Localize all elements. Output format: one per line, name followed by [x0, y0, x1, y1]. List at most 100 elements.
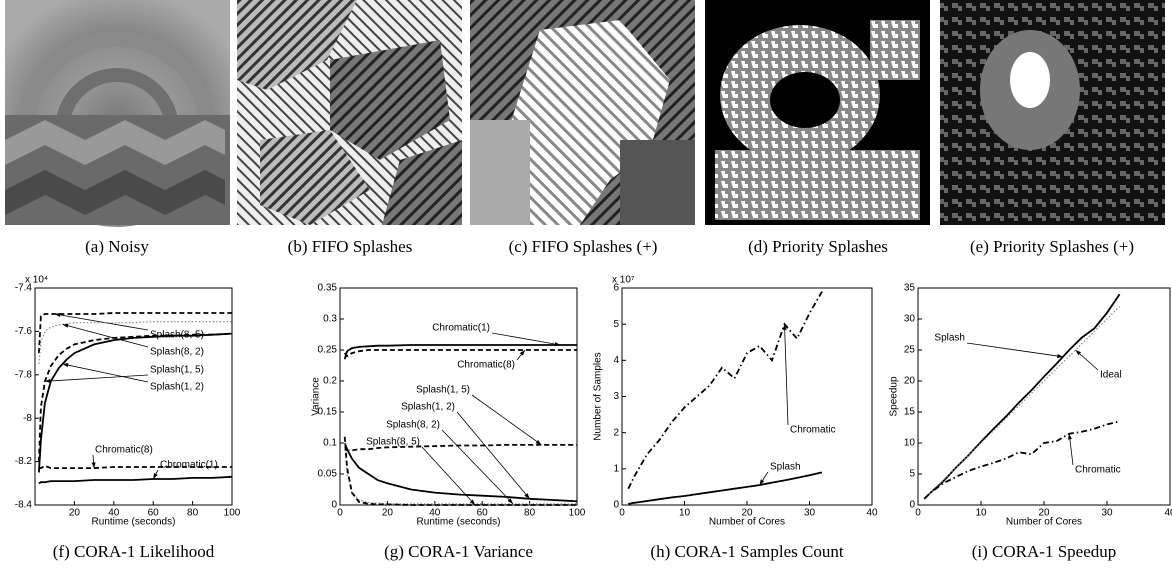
y-tick-label: 4: [613, 355, 619, 366]
x-axis-label: Number of Cores: [709, 517, 785, 528]
annotation-label: Splash: [770, 462, 801, 473]
x-tick-label: 40: [108, 508, 120, 519]
annotation-label: Splash(8, 5): [366, 437, 420, 448]
x-tick-label: 80: [187, 508, 199, 519]
y-multiplier: x 10⁴: [25, 275, 48, 286]
annotation-arrow: [471, 394, 542, 446]
annotation-arrow: [62, 323, 149, 348]
y-tick-label: 2: [613, 427, 619, 438]
y-tick-label: 1: [613, 463, 619, 474]
y-axis-label: Number of Samples: [593, 352, 604, 440]
arrow-head: [153, 473, 158, 479]
x-tick-label: 40: [1164, 508, 1172, 519]
series-line: [923, 293, 1121, 500]
series-line: [923, 420, 1120, 500]
annotation-label: Splash(1, 2): [150, 382, 204, 393]
annotation-label: Chromatic(8): [457, 360, 515, 371]
annotation-label: Chromatic: [1075, 465, 1121, 476]
x-tick-label: 20: [69, 508, 81, 519]
chart-caption: (f) CORA-1 Likelihood: [53, 542, 215, 561]
y-tick-label: 0.35: [318, 283, 338, 294]
x-tick-label: 60: [477, 508, 489, 519]
annotation-label: Splash: [934, 333, 965, 344]
x-tick-label: 20: [382, 508, 394, 519]
y-tick-label: 0.3: [323, 314, 337, 325]
series-line: [627, 291, 823, 490]
series-line: [38, 321, 232, 364]
panel-e: [940, 0, 1165, 225]
y-tick-label: 10: [904, 438, 916, 449]
x-tick-label: 10: [679, 508, 691, 519]
series-line: [628, 471, 823, 505]
x-tick-label: 100: [224, 508, 241, 519]
series-line: [343, 344, 577, 360]
y-tick-label: 0.25: [318, 345, 338, 356]
panel-caption: (c) FIFO Splashes (+): [509, 237, 658, 256]
y-tick-label: 5: [613, 319, 619, 330]
annotation-arrow: [966, 342, 1063, 358]
series-line: [343, 349, 577, 358]
y-tick-label: 0.1: [323, 438, 337, 449]
annotation-arrow: [44, 374, 149, 382]
y-tick-label: 35: [904, 283, 916, 294]
annotation-arrow: [784, 324, 789, 426]
y-tick-label: 0: [331, 500, 337, 511]
annotation-arrow: [421, 446, 476, 506]
arrow-head: [1075, 350, 1082, 356]
y-tick-label: 5: [909, 469, 915, 480]
plot-frame: [34, 287, 233, 506]
x-tick-label: 40: [429, 508, 441, 519]
x-axis-label: Number of Cores: [1006, 517, 1082, 528]
x-tick-label: 100: [569, 508, 586, 519]
arrow-head: [759, 479, 765, 486]
arrow-head: [44, 378, 51, 384]
annotation-arrow: [441, 429, 514, 505]
plot-frame: [917, 287, 1171, 506]
y-tick-label: 20: [904, 376, 916, 387]
arrow-head: [62, 323, 69, 328]
panel-caption: (e) Priority Splashes (+): [970, 237, 1134, 256]
annotation-label: Chromatic(1): [432, 323, 490, 334]
y-tick-label: 0.05: [318, 469, 338, 480]
x-tick-label: 30: [804, 508, 816, 519]
panel-caption: (b) FIFO Splashes: [288, 237, 413, 256]
y-tick-label: 30: [904, 314, 916, 325]
series-line: [38, 475, 233, 485]
annotation-arrow: [54, 313, 149, 331]
arrow-head: [54, 312, 61, 318]
series-line: [343, 442, 578, 503]
y-tick-label: 6: [613, 283, 619, 294]
panel-d: [705, 0, 930, 225]
series-line: [343, 436, 577, 506]
x-tick-label: 80: [524, 508, 536, 519]
arrow-head: [554, 342, 561, 347]
y-tick-label: 0.2: [323, 376, 337, 387]
chart-caption: (i) CORA-1 Speedup: [972, 542, 1116, 561]
annotation-label: Ideal: [1100, 370, 1122, 381]
x-tick-label: 0: [915, 508, 921, 519]
x-tick-label: 40: [866, 508, 878, 519]
y-axis-label: Variance: [311, 377, 322, 416]
arrow-head: [519, 350, 525, 356]
annotation-label: Splash(8, 2): [386, 420, 440, 431]
y-tick-label: -8.4: [15, 500, 33, 511]
annotation-label: Splash(8, 2): [150, 347, 204, 358]
x-tick-label: 60: [148, 508, 160, 519]
series-line: [344, 444, 577, 452]
annotation-label: Splash(1, 5): [416, 385, 470, 396]
x-axis-label: Runtime (seconds): [417, 517, 501, 528]
y-tick-label: 0: [909, 500, 915, 511]
annotation-label: Chromatic(1): [160, 460, 218, 471]
panel-c: [470, 0, 695, 225]
chart-caption: (g) CORA-1 Variance: [384, 542, 533, 561]
plot-frame: [621, 287, 873, 506]
y-tick-label: -7.4: [15, 283, 33, 294]
y-tick-label: 0.15: [318, 407, 338, 418]
y-tick-label: -8: [23, 413, 32, 424]
arrow-head: [1067, 433, 1072, 440]
panel-a: [5, 0, 230, 227]
arrow-head: [469, 499, 476, 505]
annotation-arrow: [456, 411, 530, 500]
panel-caption: (a) Noisy: [85, 237, 149, 256]
